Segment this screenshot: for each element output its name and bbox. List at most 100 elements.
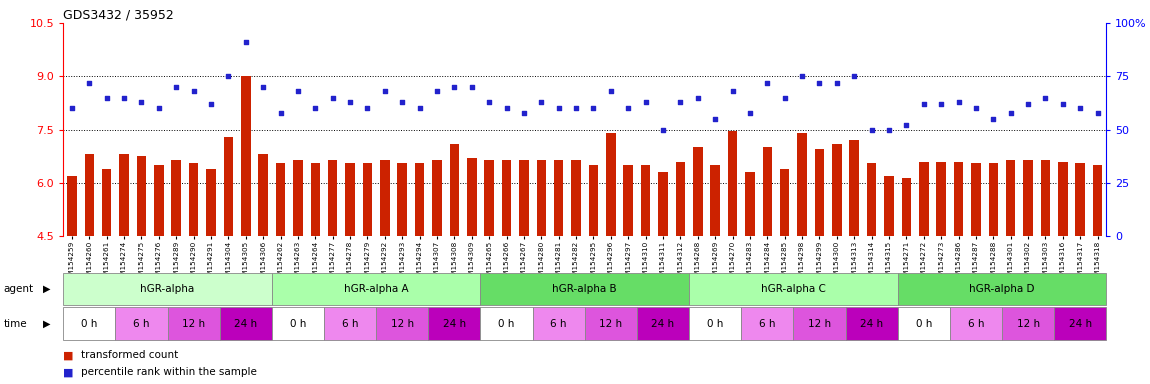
Bar xyxy=(950,307,1002,340)
Point xyxy=(792,73,811,79)
Text: 6 h: 6 h xyxy=(967,318,984,329)
Bar xyxy=(450,144,459,236)
Bar xyxy=(623,165,633,236)
Point xyxy=(845,73,864,79)
Bar xyxy=(537,160,546,236)
Bar xyxy=(1006,160,1015,236)
Bar xyxy=(641,165,651,236)
Bar xyxy=(1024,160,1033,236)
Bar xyxy=(501,160,512,236)
Bar xyxy=(1092,165,1103,236)
Point xyxy=(654,126,673,132)
Point xyxy=(914,101,933,107)
Point xyxy=(428,88,446,94)
Point xyxy=(897,122,915,128)
Point xyxy=(828,79,846,86)
Bar xyxy=(1058,162,1067,236)
Text: 6 h: 6 h xyxy=(133,318,150,329)
Text: 12 h: 12 h xyxy=(1017,318,1040,329)
Bar xyxy=(415,163,424,236)
Bar xyxy=(711,165,720,236)
Point xyxy=(306,105,324,111)
Point xyxy=(706,116,724,122)
Bar xyxy=(953,162,964,236)
Bar xyxy=(206,169,216,236)
Text: 12 h: 12 h xyxy=(808,318,831,329)
Point xyxy=(950,99,968,105)
Bar xyxy=(742,307,793,340)
Point xyxy=(967,105,986,111)
Text: 6 h: 6 h xyxy=(759,318,775,329)
Bar xyxy=(484,160,494,236)
Bar xyxy=(793,307,845,340)
Bar xyxy=(328,160,337,236)
Point xyxy=(741,109,759,116)
Text: 0 h: 0 h xyxy=(498,318,515,329)
Bar xyxy=(658,172,668,236)
Bar xyxy=(1055,307,1106,340)
Point xyxy=(411,105,429,111)
Point xyxy=(237,39,255,45)
Text: 12 h: 12 h xyxy=(182,318,205,329)
Point xyxy=(775,94,793,101)
Text: hGR-alpha: hGR-alpha xyxy=(140,284,194,294)
Bar xyxy=(936,162,946,236)
Text: agent: agent xyxy=(3,284,33,294)
Text: 24 h: 24 h xyxy=(1068,318,1091,329)
Point xyxy=(115,94,133,101)
Bar xyxy=(220,307,271,340)
Bar xyxy=(833,144,842,236)
Bar xyxy=(381,160,390,236)
Text: 24 h: 24 h xyxy=(651,318,675,329)
Point xyxy=(880,126,898,132)
Bar xyxy=(797,133,807,236)
Text: 0 h: 0 h xyxy=(290,318,306,329)
Bar xyxy=(223,137,233,236)
Point xyxy=(340,99,359,105)
Text: ▶: ▶ xyxy=(43,284,51,294)
Bar xyxy=(693,147,703,236)
Text: 6 h: 6 h xyxy=(342,318,359,329)
Point xyxy=(584,105,603,111)
Point xyxy=(132,99,151,105)
Point xyxy=(480,99,498,105)
Point xyxy=(619,105,637,111)
Bar xyxy=(168,307,220,340)
Bar xyxy=(689,307,742,340)
Bar xyxy=(689,273,898,305)
Bar xyxy=(572,160,581,236)
Point xyxy=(98,94,116,101)
Bar xyxy=(780,169,789,236)
Text: hGR-alpha C: hGR-alpha C xyxy=(761,284,826,294)
Point xyxy=(567,105,585,111)
Bar xyxy=(376,307,428,340)
Bar xyxy=(589,165,598,236)
Bar xyxy=(1041,160,1050,236)
Text: 12 h: 12 h xyxy=(391,318,414,329)
Point xyxy=(323,94,342,101)
Point xyxy=(220,73,238,79)
Bar xyxy=(989,163,998,236)
Bar xyxy=(189,163,199,236)
Point xyxy=(515,109,534,116)
Bar xyxy=(919,162,928,236)
Bar xyxy=(481,273,689,305)
Bar xyxy=(867,163,876,236)
Text: 12 h: 12 h xyxy=(599,318,622,329)
Point xyxy=(497,105,515,111)
Point xyxy=(289,88,307,94)
Bar xyxy=(606,133,615,236)
Bar xyxy=(171,160,181,236)
Text: transformed count: transformed count xyxy=(81,350,178,360)
Bar xyxy=(137,156,146,236)
Bar xyxy=(971,163,981,236)
Bar xyxy=(519,160,529,236)
Bar xyxy=(271,273,481,305)
Bar xyxy=(532,307,584,340)
Bar xyxy=(362,163,373,236)
Bar xyxy=(814,149,825,236)
Bar xyxy=(1075,163,1084,236)
Bar xyxy=(898,307,950,340)
Bar xyxy=(428,307,481,340)
Point xyxy=(532,99,551,105)
